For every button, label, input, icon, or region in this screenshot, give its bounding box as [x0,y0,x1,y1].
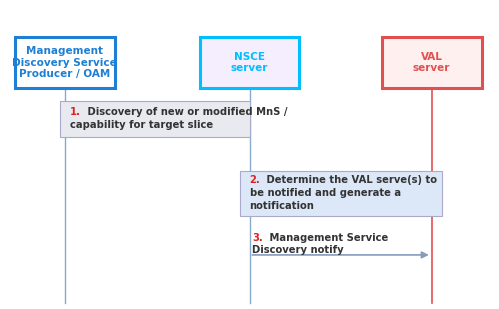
FancyBboxPatch shape [60,101,250,137]
Text: Management Service: Management Service [266,233,388,243]
Text: VAL
server: VAL server [413,52,450,73]
Text: Discovery notify: Discovery notify [252,245,344,255]
Text: capability for target slice: capability for target slice [70,121,213,130]
FancyBboxPatch shape [382,37,482,88]
FancyBboxPatch shape [15,37,115,88]
FancyBboxPatch shape [200,37,299,88]
Text: Discovery of new or modified MnS /: Discovery of new or modified MnS / [84,108,287,117]
Text: Determine the VAL serve(s) to: Determine the VAL serve(s) to [263,175,437,185]
Text: 3.: 3. [252,233,263,243]
Text: Management
Discovery Service
Producer / OAM: Management Discovery Service Producer / … [12,46,117,79]
Text: NSCE
server: NSCE server [231,52,268,73]
Text: 2.: 2. [250,175,260,185]
Text: notification: notification [250,201,314,211]
Text: 1.: 1. [70,108,81,117]
Text: be notified and generate a: be notified and generate a [250,188,401,198]
FancyBboxPatch shape [240,171,442,216]
